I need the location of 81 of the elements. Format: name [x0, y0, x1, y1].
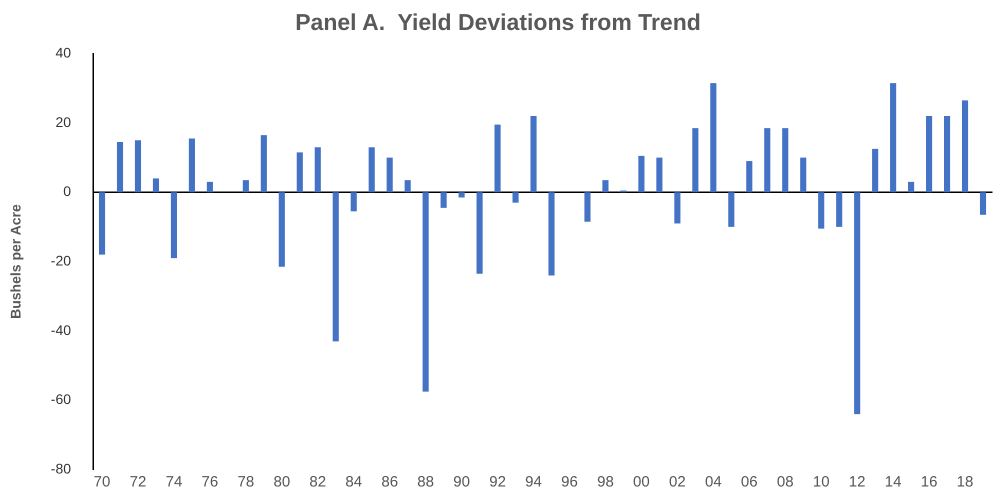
bar	[512, 192, 519, 203]
bar	[800, 158, 806, 192]
bar	[278, 192, 285, 267]
x-tick-label: 78	[238, 474, 254, 491]
x-tick-label: 72	[130, 474, 146, 491]
bar	[980, 192, 986, 215]
y-tick-label: -40	[50, 322, 72, 338]
x-tick-label: 70	[94, 474, 110, 491]
bar	[692, 128, 698, 192]
x-tick-label: 08	[776, 474, 794, 491]
x-tick-label: 92	[489, 474, 506, 491]
x-tick-label: 82	[309, 474, 326, 491]
bar	[350, 192, 357, 212]
x-tick-label: 74	[166, 474, 182, 491]
x-tick-label: 98	[597, 474, 614, 491]
bar	[152, 178, 160, 192]
bar	[404, 180, 411, 192]
y-axis-title: Bushels per Acre	[7, 204, 24, 319]
x-tick-label: 96	[561, 474, 578, 491]
x-tick-label: 80	[273, 474, 290, 491]
bar	[728, 192, 734, 227]
x-tick-label: 84	[345, 474, 362, 491]
bar	[116, 142, 124, 192]
bar	[134, 140, 142, 192]
bar	[854, 192, 860, 414]
bar	[296, 152, 303, 192]
bar	[170, 192, 177, 258]
bar	[242, 180, 249, 192]
bar	[584, 192, 591, 222]
x-tick-label: 02	[669, 474, 686, 491]
bar	[962, 100, 968, 192]
bar	[890, 83, 896, 192]
bar	[368, 147, 375, 192]
bar	[458, 192, 465, 198]
x-tick-label: 14	[884, 474, 902, 491]
y-tick-label: -20	[50, 252, 72, 268]
bar	[422, 192, 429, 392]
bar	[548, 192, 555, 276]
bar	[638, 156, 644, 192]
bar	[872, 148, 878, 192]
bar	[656, 158, 662, 192]
x-tick-label: 16	[920, 474, 938, 491]
chart-title: Panel A. Yield Deviations from Trend	[295, 9, 701, 36]
bar	[332, 192, 339, 342]
bar	[674, 192, 680, 224]
x-tick-label: 94	[525, 474, 542, 491]
x-tick-label: 06	[740, 474, 758, 491]
bar	[530, 116, 537, 192]
bar	[602, 180, 608, 192]
x-tick-label: 90	[453, 474, 470, 491]
bar	[188, 138, 195, 192]
x-tick-label: 76	[202, 474, 218, 491]
bar	[494, 124, 501, 192]
y-tick-label: 40	[55, 44, 72, 60]
x-tick-label: 86	[381, 474, 398, 491]
x-tick-label: 10	[812, 474, 830, 491]
x-tick-label: 88	[417, 474, 434, 491]
x-tick-label: 04	[704, 474, 722, 491]
bar	[836, 192, 842, 227]
bar	[476, 192, 483, 274]
bar	[260, 135, 267, 192]
bar	[314, 147, 321, 192]
bar	[944, 116, 950, 192]
x-tick-label: 00	[633, 474, 650, 491]
x-tick-label: 12	[848, 474, 866, 491]
y-tick-label: -60	[50, 391, 72, 408]
x-tick-label: 18	[956, 474, 974, 491]
y-tick-label: 0	[63, 183, 72, 200]
bar	[782, 128, 788, 192]
bar	[98, 192, 106, 255]
bar	[764, 128, 770, 192]
bar	[908, 182, 914, 192]
bar	[386, 158, 393, 192]
bar	[926, 116, 932, 192]
bar	[710, 83, 716, 192]
y-tick-label: -80	[50, 460, 72, 476]
bar	[206, 182, 213, 192]
bar	[818, 192, 824, 229]
bar	[746, 161, 752, 192]
bar	[440, 192, 447, 208]
y-tick-label: 20	[55, 114, 72, 130]
